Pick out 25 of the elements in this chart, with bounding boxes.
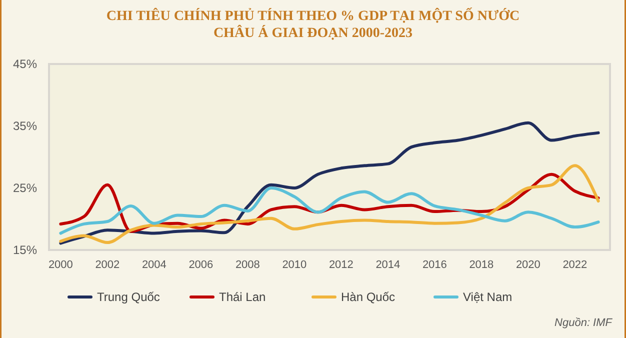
x-tick-label: 2008 — [235, 259, 260, 271]
x-tick-label: 2004 — [142, 259, 166, 271]
x-tick-label: 2006 — [188, 259, 214, 271]
x-tick-label: 2022 — [562, 259, 588, 271]
x-tick-label: 2012 — [328, 259, 354, 271]
y-tick-label: 35% — [12, 119, 38, 134]
y-tick-label: 45% — [12, 57, 38, 72]
line-series — [59, 186, 600, 235]
x-tick-label: 2016 — [422, 259, 447, 271]
x-tick-label: 2000 — [48, 259, 73, 271]
line-series — [59, 164, 600, 244]
x-tick-label: 2014 — [376, 259, 400, 271]
text: Nguồn: IMF — [554, 317, 614, 329]
chart-title: CHI TIÊU CHÍNH PHỦ TÍNH THEO % GDP TẠI MỘT SỐ NƯỚC CHÂU Á GIAI ĐOẠN 2000-2023 — [106, 7, 520, 41]
y-tick-label: 25% — [12, 181, 38, 196]
x-tick-label: 2010 — [282, 259, 307, 271]
legend-label: Thái Lan — [219, 290, 266, 304]
line-series — [59, 121, 600, 245]
legend-label: Hàn Quốc — [341, 290, 396, 304]
legend-label: Trung Quốc — [97, 290, 160, 304]
x-tick-label: 2020 — [516, 259, 540, 271]
legend-label: Việt Nam — [463, 290, 512, 304]
x-tick-label: 2002 — [95, 259, 120, 271]
y-tick-label: 15% — [12, 243, 38, 258]
x-tick-label: 2018 — [469, 259, 494, 271]
